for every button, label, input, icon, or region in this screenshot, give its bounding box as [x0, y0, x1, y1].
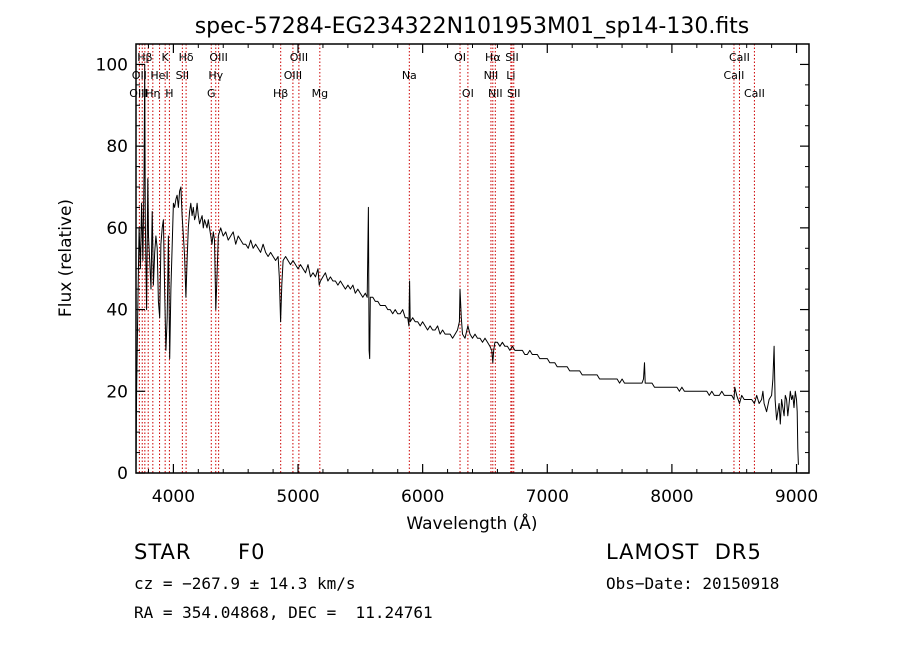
axes: 4000 5000 6000 7000 8000 9000 0 20 40 60 80 100 — [96, 44, 818, 507]
x-axis-label: Wavelength (Å) — [406, 512, 537, 534]
line-label-12: Hγ — [208, 69, 223, 82]
survey-release: LAMOST DR5 — [606, 540, 762, 564]
x-tick-label-2: 6000 — [401, 487, 444, 507]
redshift-velocity: cz = −267.9 ± 14.3 km/s — [134, 574, 356, 593]
line-label-14: Na — [402, 69, 417, 82]
y-axis-label: Flux (relative) — [56, 199, 76, 317]
line-label-24: OI — [462, 87, 474, 100]
x-tick-label-3: 7000 — [526, 487, 569, 507]
x-tick-label-1: 5000 — [276, 487, 319, 507]
line-label-18: OIII — [129, 87, 147, 100]
line-label-19: Hη — [145, 87, 160, 100]
observation-date: Obs−Date: 20150918 — [606, 574, 780, 593]
line-label-7: SII — [505, 51, 518, 64]
line-label-26: SII — [507, 87, 520, 100]
line-label-8: CaII — [729, 51, 750, 64]
series-layer — [135, 63, 799, 474]
y-tick-label-4: 80 — [106, 137, 128, 157]
chart-title: spec-57284-EG234322N101953M01_sp14-130.f… — [195, 14, 750, 39]
x-tick-label-0: 4000 — [152, 487, 195, 507]
line-label-21: G — [207, 87, 216, 100]
line-label-10: HeI — [150, 69, 168, 82]
line-label-3: OIII — [209, 51, 227, 64]
line-label-20: H — [165, 87, 173, 100]
line-label-6: Hα — [485, 51, 501, 64]
object-class: STAR — [134, 540, 192, 564]
line-label-9: OII — [132, 69, 147, 82]
line-label-27: CaII — [744, 87, 765, 100]
sky-coordinates: RA = 354.04868, DEC = 11.24761 — [134, 603, 433, 622]
line-label-25: NII — [488, 87, 503, 100]
line-label-23: Mg — [312, 87, 328, 100]
x-tick-label-5: 9000 — [775, 487, 818, 507]
line-label-15: NII — [484, 69, 499, 82]
y-tick-label-5: 100 — [96, 55, 128, 75]
plot-frame — [135, 43, 810, 474]
line-label-2: Hδ — [179, 51, 194, 64]
line-label-16: Li — [506, 69, 515, 82]
line-markers — [138, 44, 755, 473]
y-tick-label-3: 60 — [106, 219, 128, 239]
line-label-17: CaII — [724, 69, 745, 82]
line-label-22: Hβ — [273, 87, 288, 100]
y-tick-label-2: 40 — [106, 301, 128, 321]
line-label-1: K — [162, 51, 170, 64]
line-labels: Hβ K Hδ OIII OIII OI Hα SII CaII OII HeI SII Hγ OIII N… — [129, 51, 765, 100]
line-label-4: OIII — [290, 51, 308, 64]
y-tick-label-0: 0 — [117, 464, 128, 484]
y-tick-label-1: 20 — [106, 382, 128, 402]
line-label-11: SII — [176, 69, 189, 82]
line-label-5: OI — [454, 51, 466, 64]
spectrum-series-0 — [135, 63, 799, 474]
line-label-0: Hβ — [137, 51, 152, 64]
line-label-13: OIII — [284, 69, 302, 82]
x-tick-label-4: 8000 — [650, 487, 693, 507]
object-subclass: F0 — [238, 540, 266, 564]
